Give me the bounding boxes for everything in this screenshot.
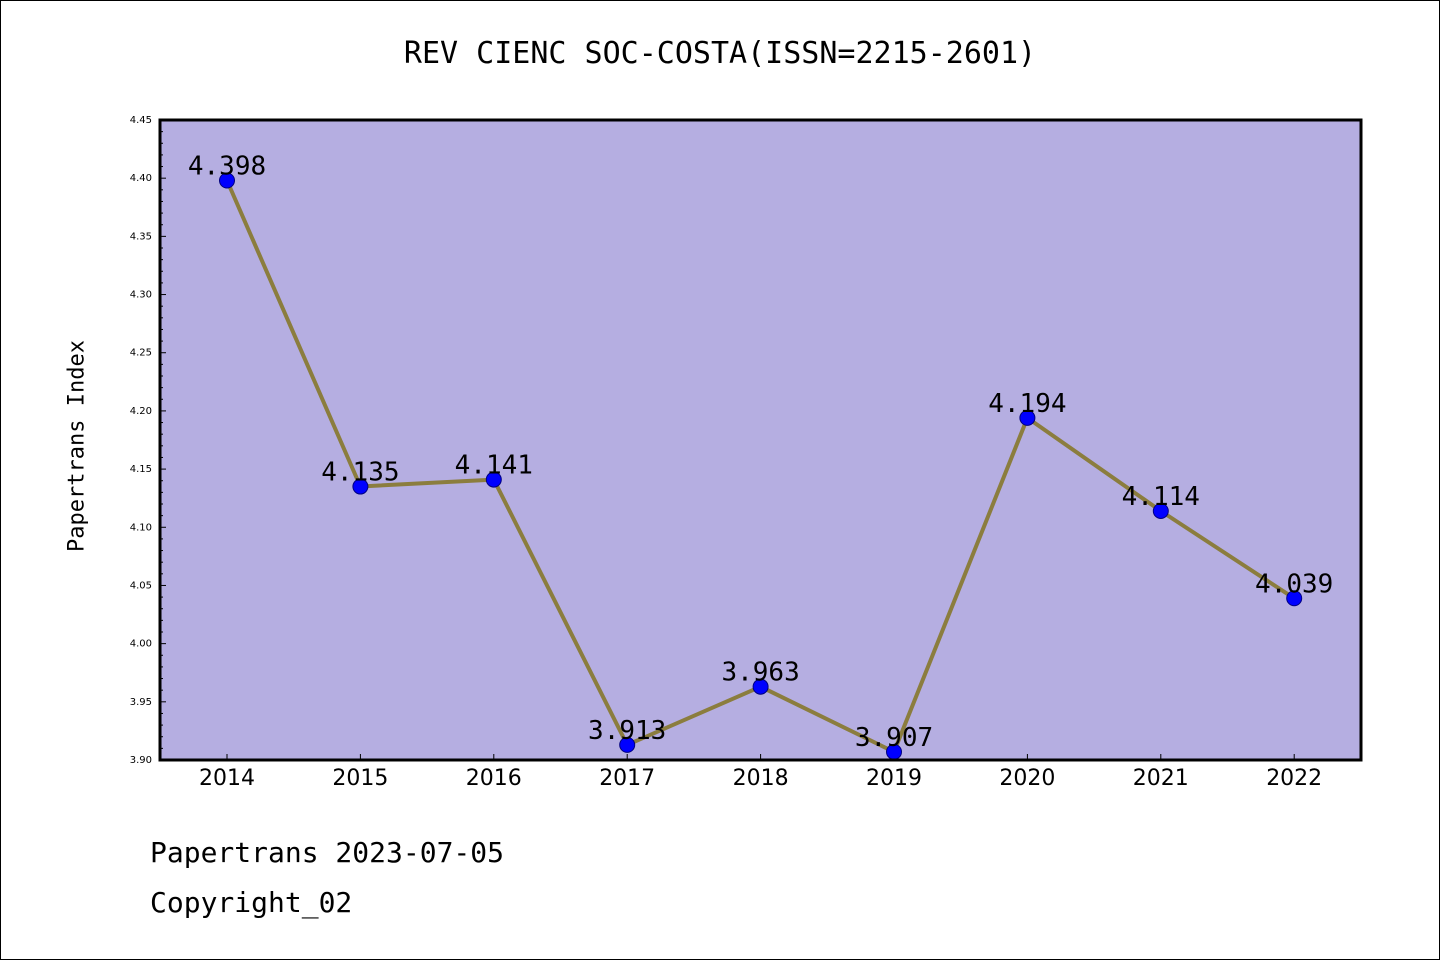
- data-label: 4.398: [188, 152, 266, 182]
- x-tick-label: 2020: [999, 766, 1055, 791]
- plot-border: [158, 118, 1363, 762]
- x-tick-label: 2018: [733, 766, 789, 791]
- data-point: [1152, 502, 1169, 519]
- data-label: 4.039: [1255, 569, 1333, 599]
- y-tick-label: 3.95: [130, 697, 152, 708]
- data-point: [352, 478, 369, 495]
- data-label: 4.194: [988, 389, 1066, 419]
- y-tick-label: 4.15: [130, 464, 152, 475]
- x-tick-label: 2016: [466, 766, 522, 791]
- data-markers: [219, 172, 1303, 760]
- data-label: 3.963: [721, 658, 799, 688]
- x-tick-label: 2017: [599, 766, 655, 791]
- x-tick-label: 2015: [332, 766, 388, 791]
- data-point: [485, 471, 502, 488]
- data-labels: 4.398 4.135 4.141 3.913 3.963 3.907 4.194 4.114…: [188, 152, 1333, 753]
- x-tick-label: 2021: [1133, 766, 1189, 791]
- y-tick-label: 4.45: [130, 115, 152, 126]
- y-tick-label: 4.10: [130, 522, 152, 533]
- footer-date: Papertrans 2023-07-05: [150, 836, 505, 869]
- data-point: [619, 736, 636, 753]
- y-tick-label: 4.35: [130, 231, 152, 242]
- chart-title: REV CIENC SOC-COSTA(ISSN=2215-2601): [403, 36, 1037, 71]
- data-label: 3.913: [588, 716, 666, 746]
- data-label: 4.135: [321, 458, 399, 488]
- footer-copyright: Copyright_02: [150, 886, 353, 919]
- data-label: 4.141: [455, 451, 533, 481]
- y-tick-label: 4.25: [130, 348, 152, 359]
- y-tick-label: 3.90: [130, 755, 152, 766]
- data-point: [219, 172, 235, 189]
- data-label: 3.907: [855, 723, 933, 753]
- x-tick-label: 2022: [1266, 766, 1322, 791]
- data-point: [1286, 590, 1303, 607]
- x-tick-label: 2019: [866, 766, 922, 791]
- y-tick-label: 4.05: [130, 580, 152, 591]
- plot-area: [160, 120, 1361, 760]
- y-tick-label: 4.40: [130, 173, 152, 184]
- data-label: 4.114: [1122, 482, 1200, 512]
- y-tick-label: 4.20: [130, 406, 152, 417]
- data-point: [752, 678, 769, 695]
- y-tick-label: 4.30: [130, 290, 152, 301]
- axis-ticks: 3.90 3.95 4.00 4.05 4.10 4.15 4.20 4.25 4.30 4.35…: [130, 115, 1322, 791]
- data-point: [1019, 409, 1036, 426]
- y-tick-label: 4.00: [130, 639, 152, 650]
- x-tick-label: 2014: [199, 766, 255, 791]
